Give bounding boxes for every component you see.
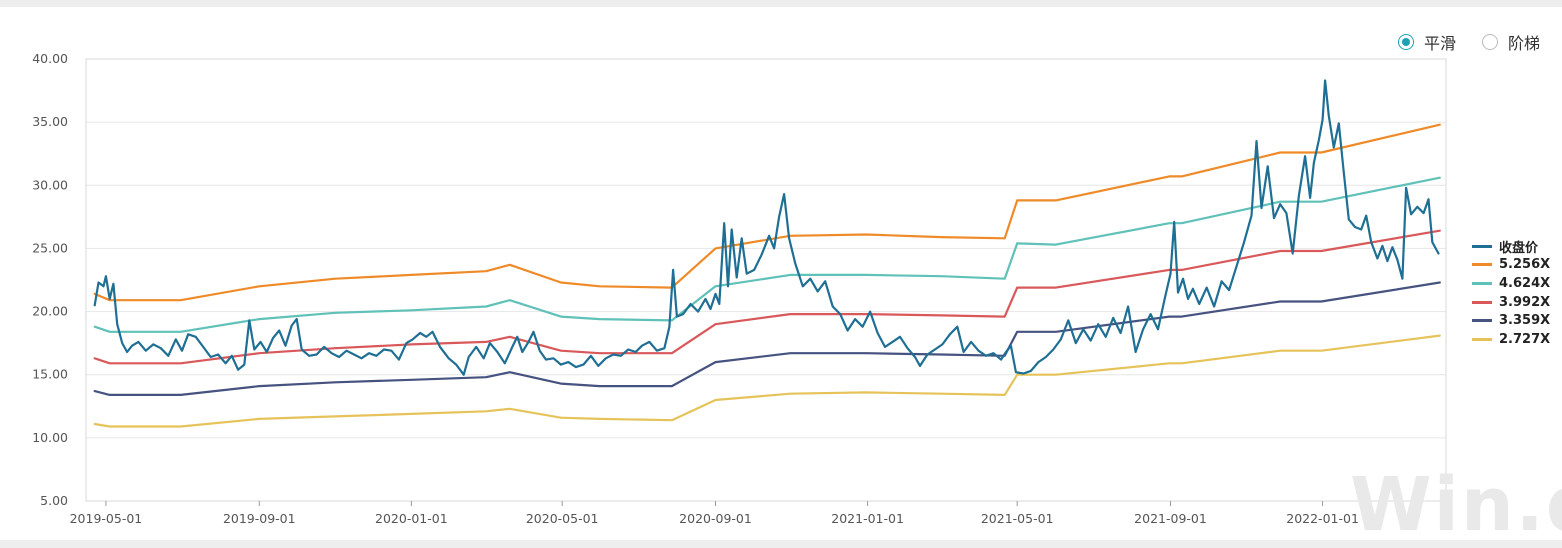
option-step-label: 阶梯: [1508, 34, 1541, 53]
legend-swatch: [1472, 244, 1492, 248]
y-axis-ticks: 5.00 10.00 15.00 20.00 25.00 30.00 35.00 40.00: [32, 51, 68, 508]
series-line: [93, 334, 1441, 428]
x-tick-label: 2020-05-01: [526, 511, 599, 526]
watermark-logo: Win.d: [1350, 462, 1562, 548]
grid-lines: [85, 58, 1447, 502]
legend-label: 3.992X: [1499, 294, 1551, 310]
series-line: [93, 229, 1441, 365]
chart-panel: 5.00 10.00 15.00 20.00 25.00 30.00 35.00 40.00 …: [0, 7, 1562, 548]
display-mode-toggle: 平滑 阶梯: [1398, 31, 1540, 53]
option-smooth-label: 平滑: [1424, 34, 1457, 53]
radio-step-icon[interactable]: [1482, 34, 1499, 50]
y-tick-label: 15.00: [32, 367, 68, 382]
y-tick-label: 30.00: [32, 177, 68, 192]
legend-label: 3.359X: [1499, 313, 1551, 329]
legend-item[interactable]: 5.256X: [1472, 256, 1550, 275]
legend-swatch: [1472, 281, 1492, 285]
option-smooth[interactable]: 平滑: [1398, 30, 1456, 54]
legend-label: 5.256X: [1499, 257, 1551, 273]
legend-swatch: [1472, 337, 1492, 341]
legend-swatch: [1472, 319, 1492, 323]
legend-swatch: [1472, 263, 1492, 267]
series-lines: [93, 79, 1441, 428]
x-tick-label: 2021-01-01: [831, 511, 904, 526]
series-line: [93, 123, 1441, 302]
y-tick-label: 40.00: [32, 51, 68, 66]
x-tick-label: 2020-01-01: [375, 511, 448, 526]
legend-item[interactable]: 4.624X: [1472, 274, 1550, 293]
option-step[interactable]: 阶梯: [1482, 30, 1540, 54]
series-line: [93, 281, 1441, 396]
y-tick-label: 5.00: [40, 493, 68, 508]
chart-legend: 收盘价 5.256X 4.624X 3.992X 3.359X 2.727X: [1472, 237, 1550, 349]
y-tick-label: 10.00: [32, 430, 68, 445]
legend-item[interactable]: 3.359X: [1472, 311, 1550, 330]
legend-item[interactable]: 收盘价: [1472, 237, 1550, 256]
x-tick-label: 2021-05-01: [981, 511, 1054, 526]
legend-item[interactable]: 3.992X: [1472, 293, 1550, 312]
y-tick-label: 25.00: [32, 240, 68, 255]
legend-label: 2.727X: [1499, 331, 1551, 347]
legend-label: 收盘价: [1499, 240, 1539, 256]
legend-label: 4.624X: [1499, 275, 1551, 291]
x-tick-label: 2022-01-01: [1286, 511, 1359, 526]
series-line: [93, 79, 1440, 376]
legend-swatch: [1472, 300, 1492, 304]
y-tick-label: 35.00: [32, 114, 68, 129]
x-tick-label: 2020-09-01: [679, 511, 752, 526]
x-axis-ticks: 2019-05-01 2019-09-01 2020-01-01 2020-05-01…: [70, 501, 1359, 526]
x-tick-label: 2019-05-01: [70, 511, 143, 526]
plot-frame: [85, 58, 1447, 502]
x-tick-label: 2021-09-01: [1134, 511, 1207, 526]
price-band-chart: 5.0010.0015.0020.0025.0030.0035.0040.00 …: [32, 51, 1447, 526]
y-tick-label: 20.00: [32, 304, 68, 319]
radio-smooth-icon[interactable]: [1398, 34, 1414, 50]
legend-item[interactable]: 2.727X: [1472, 330, 1550, 349]
x-tick-label: 2019-09-01: [223, 511, 296, 526]
